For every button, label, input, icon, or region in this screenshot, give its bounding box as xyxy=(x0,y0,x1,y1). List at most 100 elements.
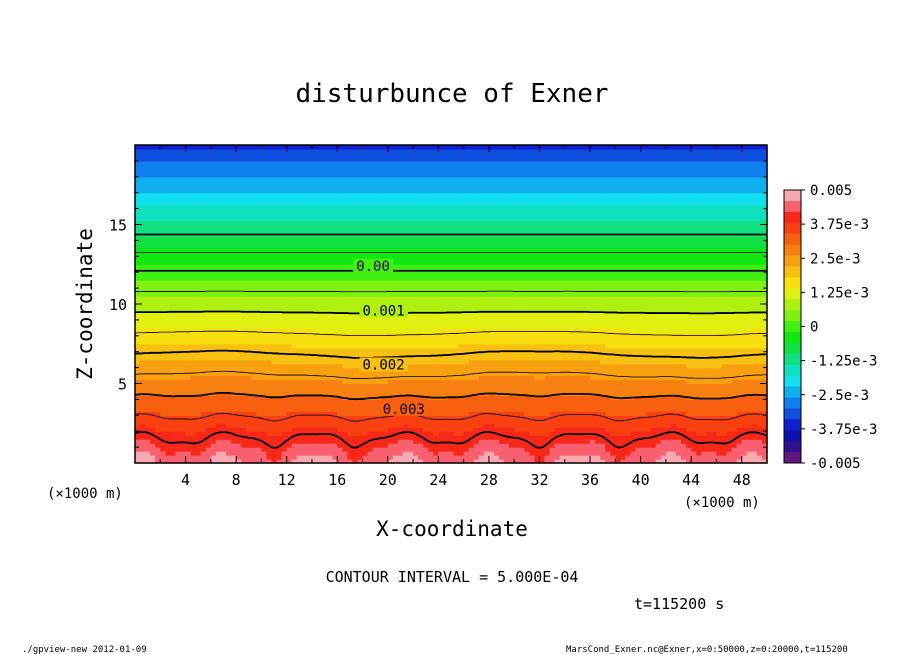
field-cell xyxy=(423,447,429,452)
field-cell xyxy=(332,196,338,202)
field-cell xyxy=(423,176,429,182)
field-cell xyxy=(160,260,166,265)
field-cell xyxy=(165,220,171,226)
field-cell xyxy=(150,319,156,325)
field-cell xyxy=(266,244,273,249)
field-cell xyxy=(367,200,374,206)
field-cell xyxy=(413,351,419,357)
field-cell xyxy=(387,172,394,178)
field-cell xyxy=(342,435,348,440)
field-cell xyxy=(236,208,242,214)
field-cell xyxy=(367,439,374,444)
field-cell xyxy=(408,240,414,245)
field-cell xyxy=(357,208,364,214)
field-cell xyxy=(226,451,232,456)
field-cell xyxy=(200,387,207,393)
field-cell xyxy=(256,208,262,214)
field-cell xyxy=(205,443,212,448)
field-cell xyxy=(185,363,192,369)
field-cell xyxy=(433,188,439,194)
field-cell xyxy=(311,156,318,162)
field-cell xyxy=(362,435,369,440)
field-cell xyxy=(271,260,278,265)
field-cell xyxy=(236,407,242,412)
field-cell xyxy=(241,264,247,269)
field-cell xyxy=(140,188,146,194)
field-cell xyxy=(402,168,409,174)
field-cell xyxy=(160,300,166,305)
field-cell xyxy=(448,323,455,329)
field-cell xyxy=(433,168,439,174)
field-cell xyxy=(327,156,333,162)
field-cell xyxy=(433,371,439,377)
field-cell xyxy=(322,363,328,369)
field-cell xyxy=(236,439,242,444)
field-cell xyxy=(190,196,197,202)
field-cell xyxy=(236,371,242,377)
field-cell xyxy=(311,387,318,393)
field-cell xyxy=(180,411,187,416)
field-cell xyxy=(352,387,359,393)
field-cell xyxy=(145,192,151,198)
field-cell xyxy=(438,216,445,222)
field-cell xyxy=(418,180,424,186)
field-cell xyxy=(428,228,434,234)
field-cell xyxy=(276,435,283,440)
field-cell xyxy=(236,367,242,373)
field-cell xyxy=(220,192,227,198)
field-cell xyxy=(226,216,232,222)
field-cell xyxy=(367,427,374,432)
field-cell xyxy=(347,204,354,210)
field-cell xyxy=(337,208,343,214)
field-cell xyxy=(185,447,192,452)
field-cell xyxy=(195,216,202,222)
field-cell xyxy=(402,443,409,448)
field-cell xyxy=(281,212,288,218)
field-cell xyxy=(271,415,278,420)
field-cell xyxy=(311,403,318,408)
field-cell xyxy=(306,395,313,401)
field-cell xyxy=(311,439,318,444)
field-cell xyxy=(377,252,384,257)
field-cell xyxy=(433,216,439,222)
field-cell xyxy=(190,315,197,321)
field-cell xyxy=(165,284,171,289)
field-cell xyxy=(362,176,369,182)
field-cell xyxy=(306,192,313,198)
field-cell xyxy=(135,355,141,361)
field-cell xyxy=(251,367,257,373)
field-cell xyxy=(276,276,283,281)
field-cell xyxy=(408,168,414,174)
field-cell xyxy=(256,252,262,257)
field-cell xyxy=(402,319,409,325)
field-cell xyxy=(286,172,293,178)
field-cell xyxy=(327,435,333,440)
field-cell xyxy=(402,208,409,214)
field-cell xyxy=(195,228,202,234)
field-cell xyxy=(190,395,197,401)
field-cell xyxy=(135,311,141,317)
field-cell xyxy=(352,455,359,460)
field-cell xyxy=(215,435,222,440)
field-cell xyxy=(256,399,262,404)
field-cell xyxy=(276,240,283,245)
field-cell xyxy=(428,280,434,285)
field-cell xyxy=(150,236,156,241)
field-cell xyxy=(266,288,273,293)
field-cell xyxy=(337,244,343,249)
field-cell xyxy=(261,156,268,162)
field-cell xyxy=(140,335,146,341)
field-cell xyxy=(266,168,273,174)
field-cell xyxy=(433,307,439,313)
field-cell xyxy=(382,335,389,341)
field-cell xyxy=(387,224,394,230)
field-cell xyxy=(205,407,212,412)
field-cell xyxy=(220,331,227,337)
field-cell xyxy=(362,411,369,416)
field-cell xyxy=(135,240,141,245)
field-cell xyxy=(145,244,151,249)
field-cell xyxy=(291,419,298,424)
field-cell xyxy=(438,371,445,377)
field-cell xyxy=(286,188,293,194)
field-cell xyxy=(215,188,222,194)
